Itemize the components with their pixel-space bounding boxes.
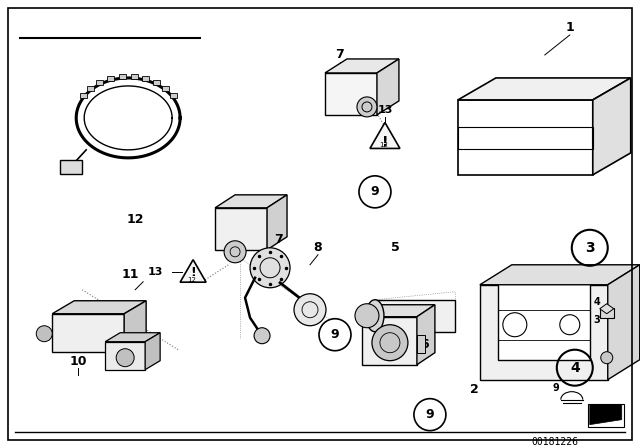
Bar xyxy=(458,127,593,149)
Polygon shape xyxy=(362,305,435,317)
Text: 9: 9 xyxy=(426,408,434,421)
Polygon shape xyxy=(124,301,146,352)
Bar xyxy=(107,76,114,81)
Text: 11: 11 xyxy=(122,268,139,281)
Circle shape xyxy=(372,325,408,361)
Polygon shape xyxy=(458,78,631,100)
Circle shape xyxy=(224,241,246,263)
Text: 8: 8 xyxy=(314,241,323,254)
Circle shape xyxy=(36,326,52,342)
Polygon shape xyxy=(325,59,399,73)
Polygon shape xyxy=(480,285,608,379)
Polygon shape xyxy=(600,304,614,314)
Polygon shape xyxy=(608,265,640,379)
Circle shape xyxy=(294,294,326,326)
Bar xyxy=(96,80,103,85)
Bar xyxy=(79,94,86,99)
Text: 12: 12 xyxy=(380,142,388,148)
Bar xyxy=(118,74,125,79)
Polygon shape xyxy=(267,195,287,250)
Bar xyxy=(375,300,455,332)
Text: 12: 12 xyxy=(188,277,196,283)
Text: 3: 3 xyxy=(585,241,595,255)
Polygon shape xyxy=(105,342,145,370)
Polygon shape xyxy=(417,305,435,365)
Bar xyxy=(600,308,614,318)
Circle shape xyxy=(357,97,377,117)
Polygon shape xyxy=(593,78,631,175)
Bar xyxy=(87,86,94,91)
Text: 00181226: 00181226 xyxy=(531,437,579,447)
Polygon shape xyxy=(377,59,399,115)
Text: 9: 9 xyxy=(552,383,559,392)
Text: 13: 13 xyxy=(377,105,392,115)
Circle shape xyxy=(116,349,134,367)
Bar xyxy=(60,160,82,174)
Polygon shape xyxy=(370,122,400,148)
Polygon shape xyxy=(215,208,267,250)
Text: 7: 7 xyxy=(274,233,282,246)
Text: 4: 4 xyxy=(593,297,600,307)
Polygon shape xyxy=(325,73,377,115)
Text: 7: 7 xyxy=(335,48,344,61)
Text: 2: 2 xyxy=(470,383,479,396)
Polygon shape xyxy=(590,405,621,425)
Circle shape xyxy=(254,328,270,344)
Bar xyxy=(417,335,425,353)
Polygon shape xyxy=(52,301,146,314)
Text: 9: 9 xyxy=(371,185,380,198)
Text: 4: 4 xyxy=(570,361,580,375)
Text: !: ! xyxy=(190,266,196,279)
Text: 5: 5 xyxy=(390,241,399,254)
Polygon shape xyxy=(105,333,160,342)
Polygon shape xyxy=(480,265,640,285)
Bar xyxy=(143,76,149,81)
Bar xyxy=(588,404,624,426)
Text: 3: 3 xyxy=(593,315,600,325)
Circle shape xyxy=(355,304,379,328)
Circle shape xyxy=(601,352,612,364)
Text: !: ! xyxy=(381,135,388,149)
Text: 6: 6 xyxy=(420,338,429,351)
Bar xyxy=(153,80,160,85)
Polygon shape xyxy=(180,260,206,282)
Text: 12: 12 xyxy=(127,213,144,226)
Text: 10: 10 xyxy=(70,355,87,368)
Bar xyxy=(131,74,138,79)
Text: 13: 13 xyxy=(147,267,163,277)
Bar xyxy=(163,86,170,91)
Text: 9: 9 xyxy=(331,328,339,341)
Polygon shape xyxy=(52,314,124,352)
Bar xyxy=(170,94,177,99)
Polygon shape xyxy=(458,100,593,175)
Circle shape xyxy=(250,248,290,288)
Text: 1: 1 xyxy=(565,22,574,34)
Polygon shape xyxy=(215,195,287,208)
Ellipse shape xyxy=(366,300,384,332)
Polygon shape xyxy=(362,317,417,365)
Polygon shape xyxy=(145,333,160,370)
